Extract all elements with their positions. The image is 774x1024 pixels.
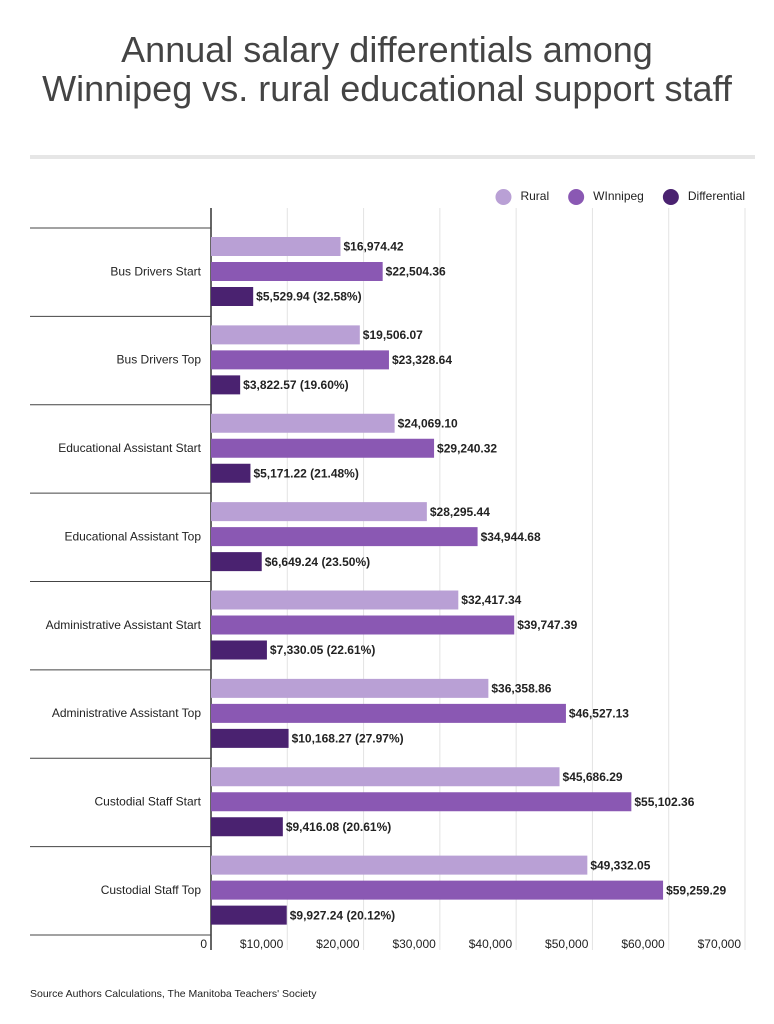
bar: [211, 792, 632, 812]
x-tick-label: $50,000: [545, 937, 589, 951]
legend-label: Differential: [688, 189, 745, 203]
y-tick-label: Administrative Assistant Top: [52, 706, 202, 720]
bar: [211, 728, 289, 748]
bar: [211, 880, 664, 900]
x-tick-label: $40,000: [469, 937, 513, 951]
value-label: $23,328.64: [392, 353, 452, 367]
value-label: $7,330.05 (22.61%): [270, 643, 375, 657]
value-label: $22,504.36: [386, 265, 446, 279]
value-label: $29,240.32: [437, 441, 497, 455]
bar: [211, 325, 360, 345]
value-label: $9,416.08 (20.61%): [286, 820, 391, 834]
legend-label: WInnipeg: [593, 189, 644, 203]
legend-marker: [495, 189, 512, 205]
legend-marker: [662, 189, 679, 205]
value-label: $59,259.29: [666, 883, 726, 897]
value-label: $16,974.42: [343, 240, 403, 254]
value-label: $49,332.05: [590, 858, 650, 872]
bar: [211, 590, 459, 610]
x-tick-label: $60,000: [621, 937, 665, 951]
bar: [211, 375, 241, 395]
value-label: $9,927.24 (20.12%): [290, 908, 395, 922]
bar: [211, 350, 389, 370]
bar: [211, 438, 435, 458]
y-tick-label: Bus Drivers Top: [117, 353, 202, 367]
bar: [211, 237, 341, 256]
value-label: $3,822.57 (19.60%): [243, 378, 348, 392]
bar: [211, 287, 254, 306]
value-label: $39,747.39: [517, 618, 577, 632]
x-tick-label: $30,000: [392, 937, 436, 951]
bar: [211, 527, 478, 547]
y-tick-label: Administrative Assistant Start: [46, 618, 202, 632]
bar: [211, 615, 515, 635]
value-label: $24,069.10: [398, 416, 458, 430]
legend-label: Rural: [520, 189, 549, 203]
value-label: $34,944.68: [481, 530, 541, 544]
value-label: $28,295.44: [430, 505, 490, 519]
x-tick-label: 0: [200, 937, 207, 951]
bar: [211, 678, 489, 698]
value-label: $46,527.13: [569, 707, 629, 721]
y-tick-label: Custodial Staff Top: [101, 883, 202, 897]
y-tick-label: Educational Assistant Start: [58, 441, 201, 455]
bar: [211, 413, 395, 433]
x-tick-label: $10,000: [240, 937, 284, 951]
y-tick-label: Educational Assistant Top: [64, 529, 201, 543]
value-label: $45,686.29: [563, 770, 623, 784]
title-rule: [30, 155, 755, 159]
value-label: $19,506.07: [363, 328, 423, 342]
y-tick-label: Custodial Staff Start: [95, 795, 202, 809]
y-tick-label: Bus Drivers Start: [110, 264, 201, 278]
bar: [211, 640, 267, 660]
chart-title: Annual salary differentials among Winnip…: [42, 29, 732, 109]
value-label: $32,417.34: [461, 593, 521, 607]
bar: [211, 703, 566, 723]
bar: [211, 463, 251, 483]
x-tick-label: $70,000: [698, 937, 742, 951]
value-label: $36,358.86: [491, 682, 551, 696]
value-label: $10,168.27 (27.97%): [292, 732, 404, 746]
bar: [211, 767, 560, 787]
source: Source Authors Calculations, The Manitob…: [30, 988, 317, 1000]
value-label: $5,171.22 (21.48%): [253, 466, 358, 480]
bar: [211, 817, 283, 837]
x-tick-label: $20,000: [316, 937, 360, 951]
value-label: $5,529.94 (32.58%): [256, 290, 361, 304]
value-label: $55,102.36: [634, 795, 694, 809]
bar: [211, 855, 588, 875]
legend-marker: [568, 189, 585, 205]
bar: [211, 502, 427, 522]
bar: [211, 552, 262, 572]
bar: [211, 905, 287, 925]
value-label: $6,649.24 (23.50%): [265, 555, 370, 569]
bar: [211, 262, 383, 281]
